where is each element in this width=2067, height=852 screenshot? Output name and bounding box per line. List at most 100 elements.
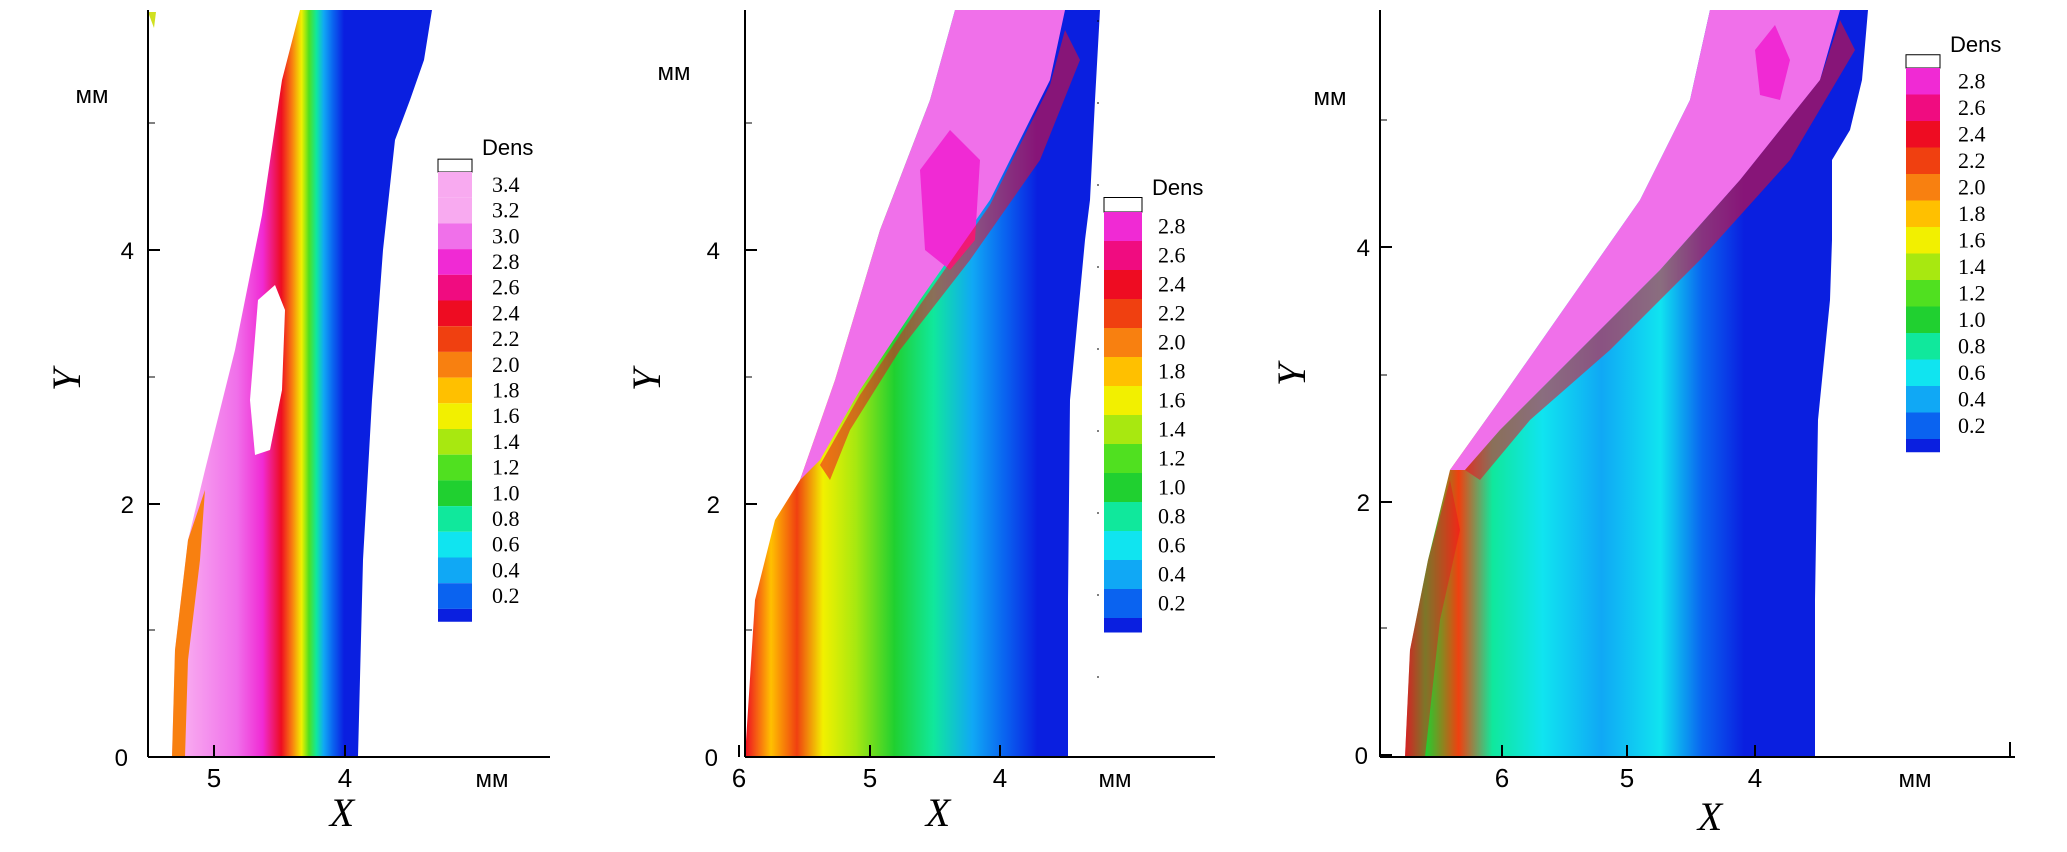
legend-level-label: 1.4 bbox=[1158, 417, 1186, 442]
legend-swatch bbox=[438, 326, 472, 352]
legend-swatch bbox=[1104, 415, 1142, 444]
panel2-legend-title: Dens bbox=[1152, 175, 1203, 200]
panel3-y-unit: мм bbox=[1314, 84, 1347, 111]
panel1-y-tick-label-2: 2 bbox=[121, 492, 134, 519]
panel1-legend-labels: 3.43.23.02.82.62.42.22.01.81.61.41.21.00… bbox=[492, 172, 520, 608]
legend-swatch bbox=[438, 403, 472, 429]
legend-swatch bbox=[438, 377, 472, 404]
panel3-legend-labels: 2.82.62.42.22.01.81.61.41.21.00.80.60.40… bbox=[1958, 68, 1986, 438]
legend-level-label: 2.2 bbox=[1958, 148, 1986, 173]
panel3-x-tick-label-4: 4 bbox=[1748, 763, 1762, 793]
legend-swatch bbox=[1104, 502, 1142, 531]
legend-level-label: 0.8 bbox=[1958, 333, 1986, 358]
panel3-shock-band bbox=[1465, 20, 1855, 480]
legend-swatch bbox=[438, 351, 472, 378]
panel2-y-title: Y bbox=[624, 365, 669, 391]
panel1-x-title: X bbox=[328, 790, 356, 835]
legend-level-label: 2.6 bbox=[1958, 95, 1986, 120]
legend-swatch bbox=[438, 274, 472, 301]
legend-level-label: 1.6 bbox=[1958, 227, 1986, 252]
legend-swatch bbox=[438, 480, 472, 507]
panel2-x-title: X bbox=[924, 790, 952, 835]
panel3-y-title: Y bbox=[1269, 360, 1314, 386]
legend-level-label: 1.2 bbox=[1958, 280, 1986, 305]
legend-swatch bbox=[438, 172, 472, 198]
legend-swatch bbox=[438, 300, 472, 327]
legend-swatch bbox=[1906, 227, 1940, 254]
legend-swatch bbox=[438, 197, 472, 224]
legend-level-label: 2.4 bbox=[1958, 121, 1986, 146]
panel2-x-unit: мм bbox=[1099, 766, 1132, 793]
legend-swatch-under bbox=[1906, 439, 1940, 453]
legend-swatch-under bbox=[438, 608, 472, 622]
legend-level-label: 3.0 bbox=[492, 223, 520, 248]
legend-swatch bbox=[1906, 147, 1940, 174]
panel2-shock-band bbox=[820, 30, 1080, 480]
panel3-high-density-lobe bbox=[1755, 25, 1790, 100]
panel-2: 0 2 4 6 5 4 мм мм X Y Dens 2.82.62.42.22… bbox=[624, 10, 1215, 835]
legend-swatch bbox=[1906, 306, 1940, 333]
panel-3: 0 2 4 6 5 4 мм мм X Y Dens 2.82.62.42.22… bbox=[1269, 10, 2015, 839]
legend-swatch bbox=[1104, 241, 1142, 270]
legend-swatch-over bbox=[1905, 54, 1941, 69]
panel3-x-tick-label-5: 5 bbox=[1620, 763, 1634, 793]
legend-swatch bbox=[438, 583, 472, 609]
legend-level-label: 1.0 bbox=[1158, 475, 1186, 500]
panel1-x-unit: мм bbox=[476, 766, 509, 793]
panel2-legend-labels: 2.8 2.6 2.4 2.2 2.0 1.8 1.6 1.4 1.2 1.0 0.8 0.6 0.4 0… bbox=[1158, 214, 1186, 616]
panel3-legend: Dens 2.82.62.42.22.01.81.61.41.21.00.80.… bbox=[1905, 32, 2001, 453]
panel2-x-tick-label-4: 4 bbox=[993, 763, 1007, 793]
legend-swatch bbox=[438, 429, 472, 455]
legend-swatch-over bbox=[1103, 197, 1143, 213]
panel1-orange-edge bbox=[172, 490, 205, 757]
legend-level-label: 0.4 bbox=[1958, 386, 1986, 411]
panel1-legend-swatches bbox=[437, 158, 473, 622]
legend-level-label: 2.0 bbox=[1158, 330, 1186, 355]
panel3-y-tick-label-2: 2 bbox=[1357, 490, 1370, 517]
panel2-high-density-lobe bbox=[920, 130, 980, 270]
panel1-legend: Dens 3.43.23.02.82.62.42.22.01.81.61.41.… bbox=[437, 135, 533, 622]
panel3-y-tick-label-4: 4 bbox=[1357, 235, 1370, 262]
legend-swatch bbox=[438, 531, 472, 558]
legend-level-label: 2.8 bbox=[492, 249, 520, 274]
legend-level-label: 0.2 bbox=[1158, 591, 1186, 616]
legend-swatch bbox=[1104, 386, 1142, 415]
panel1-y-title: Y bbox=[44, 365, 89, 391]
legend-swatch bbox=[1906, 280, 1940, 307]
legend-swatch bbox=[1104, 299, 1142, 328]
legend-level-label: 2.4 bbox=[492, 300, 520, 325]
legend-swatch bbox=[438, 249, 472, 275]
legend-level-label: 2.0 bbox=[492, 352, 520, 377]
legend-swatch bbox=[1104, 357, 1142, 386]
panel1-x-tick-label-4: 4 bbox=[338, 763, 352, 793]
legend-level-label: 3.4 bbox=[492, 172, 520, 197]
legend-level-label: 2.2 bbox=[1158, 301, 1186, 326]
legend-level-label: 2.2 bbox=[492, 326, 520, 351]
panel2-y-tick-label-0: 0 bbox=[705, 745, 718, 772]
panel2-y-tick-label-4: 4 bbox=[707, 238, 720, 265]
panel1-density-field bbox=[172, 10, 432, 757]
legend-level-label: 0.8 bbox=[492, 506, 520, 531]
legend-swatch bbox=[1906, 253, 1940, 280]
legend-swatch bbox=[438, 454, 472, 481]
legend-swatch bbox=[1104, 531, 1142, 560]
panel1-legend-title: Dens bbox=[482, 135, 533, 160]
panel3-lower-shock-band bbox=[1405, 480, 1460, 757]
panel1-y-tick-label-4: 4 bbox=[121, 238, 134, 265]
legend-level-label: 1.2 bbox=[492, 455, 520, 480]
legend-swatch bbox=[1906, 359, 1940, 386]
panel2-legend-swatches bbox=[1103, 197, 1143, 633]
panel1-peak-region bbox=[250, 285, 285, 455]
panel2-y-tick-label-2: 2 bbox=[707, 492, 720, 519]
legend-level-label: 0.4 bbox=[492, 557, 520, 582]
panel2-x-tick-label-6: 6 bbox=[732, 763, 746, 793]
panel3-upper-magenta-band bbox=[1450, 10, 1840, 470]
legend-swatch bbox=[1906, 333, 1940, 360]
panel3-y-tick-label-0: 0 bbox=[1355, 743, 1368, 770]
panel2-x-tick-label-5: 5 bbox=[863, 763, 877, 793]
legend-level-label: 2.0 bbox=[1958, 174, 1986, 199]
legend-swatch bbox=[1906, 94, 1940, 121]
legend-level-label: 1.0 bbox=[1958, 307, 1986, 332]
legend-swatch bbox=[1906, 174, 1940, 201]
panel1-y-unit: мм bbox=[76, 82, 109, 109]
